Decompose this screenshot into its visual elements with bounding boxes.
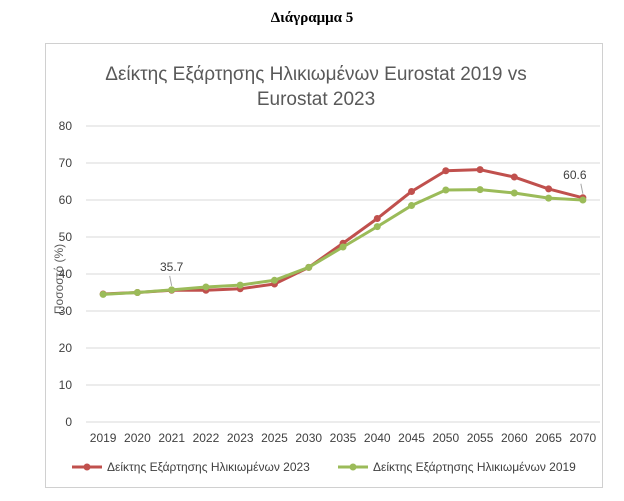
series-2-point-2023 [236, 281, 244, 289]
y-tick-label-40: 40 [59, 267, 73, 281]
x-tick-label-2020: 2020 [124, 431, 151, 445]
x-tick-label-2025: 2025 [261, 431, 288, 445]
legend-marker-2 [349, 463, 357, 471]
line-chart: Δείκτης Εξάρτησης Ηλικιωμένων Eurostat 2… [52, 64, 600, 474]
data-label-leader-1 [169, 275, 173, 287]
x-tick-label-2023: 2023 [227, 431, 254, 445]
legend-label-1: Δείκτης Εξάρτησης Ηλικιωμένων 2023 [107, 460, 310, 474]
x-tick-label-2055: 2055 [467, 431, 494, 445]
x-tick-label-2021: 2021 [158, 431, 185, 445]
x-tick-label-2022: 2022 [193, 431, 220, 445]
chart-title-line-2: Eurostat 2023 [257, 89, 375, 110]
series-2-point-2040 [373, 223, 381, 231]
series-2-point-2050 [442, 186, 450, 194]
chart-title-line-1: Δείκτης Εξάρτησης Ηλικιωμένων Eurostat 2… [105, 64, 527, 85]
series-2-point-2065 [545, 194, 553, 202]
series-2-point-2070 [579, 196, 587, 204]
y-tick-label-80: 80 [59, 119, 73, 133]
series-1-point-2050 [442, 167, 450, 175]
series-2-point-2060 [510, 189, 518, 197]
x-tick-label-2060: 2060 [501, 431, 528, 445]
data-label-leader-2 [580, 183, 584, 194]
x-tick-label-2019: 2019 [90, 431, 117, 445]
x-tick-label-2045: 2045 [398, 431, 425, 445]
series-1-point-2045 [408, 187, 416, 195]
series-2-point-2055 [476, 186, 484, 194]
series-1-point-2055 [476, 166, 484, 174]
series-2-point-2020 [133, 289, 141, 296]
x-tick-label-2050: 2050 [432, 431, 459, 445]
data-label-1: 35.7 [160, 260, 184, 274]
y-tick-label-50: 50 [59, 230, 73, 244]
series-2-point-2025 [270, 276, 278, 284]
x-tick-label-2030: 2030 [295, 431, 322, 445]
series-2-point-2019 [99, 290, 107, 298]
y-tick-label-30: 30 [59, 304, 73, 318]
y-tick-label-70: 70 [59, 156, 73, 170]
y-tick-label-60: 60 [59, 193, 73, 207]
legend-marker-1 [83, 463, 91, 471]
series-2-point-2035 [339, 243, 347, 251]
series-line-1 [103, 168, 584, 296]
series-1-point-2065 [545, 185, 553, 193]
series-2-point-2022 [202, 283, 210, 291]
series-1-point-2060 [510, 173, 518, 181]
legend-label-2: Δείκτης Εξάρτησης Ηλικιωμένων 2019 [373, 460, 576, 474]
x-tick-label-2035: 2035 [330, 431, 357, 445]
series-2-point-2021 [168, 286, 176, 294]
series-1-point-2040 [373, 215, 381, 222]
y-axis-title: Ποσοστό (%) [52, 244, 66, 314]
series-2-point-2045 [408, 202, 416, 210]
x-tick-label-2040: 2040 [364, 431, 391, 445]
x-tick-label-2070: 2070 [570, 431, 597, 445]
figure-heading: Διάγραμμα 5 [270, 10, 354, 26]
chart-frame: Δείκτης Εξάρτησης Ηλικιωμένων Eurostat 2… [45, 43, 603, 488]
y-tick-label-20: 20 [59, 341, 73, 355]
series-2-point-2030 [305, 263, 313, 271]
y-tick-label-0: 0 [65, 415, 72, 429]
x-tick-label-2065: 2065 [535, 431, 562, 445]
y-tick-label-10: 10 [59, 378, 73, 392]
data-label-2: 60.6 [563, 168, 587, 182]
